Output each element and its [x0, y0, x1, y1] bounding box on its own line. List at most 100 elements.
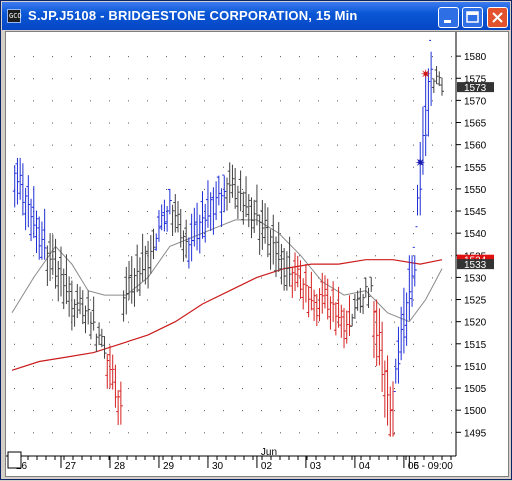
price-bar: [339, 304, 344, 338]
price-bar: [113, 364, 118, 408]
maximize-button[interactable]: [462, 7, 483, 28]
buy-signal-marker: [415, 157, 426, 168]
price-bar: [325, 278, 330, 320]
price-bar: [15, 157, 20, 205]
price-bar: [309, 271, 314, 311]
price-bar: [167, 188, 172, 215]
x-tick-label: 04: [359, 461, 371, 472]
price-bar: [18, 157, 23, 200]
x-tick-label: 30: [212, 461, 224, 472]
price-bar: [151, 228, 156, 260]
price-bar: [399, 306, 404, 361]
x-tick-label: 03: [310, 461, 322, 472]
price-bar: [197, 214, 202, 254]
price-bar: [374, 299, 379, 367]
price-bar: [322, 275, 327, 309]
price-bar: [342, 308, 347, 349]
price-bar: [290, 266, 295, 298]
price-bar: [86, 290, 91, 325]
price-bar: [396, 326, 401, 384]
y-tick-label: 1505: [464, 384, 487, 395]
price-bar: [75, 284, 80, 319]
price-bar: [333, 302, 338, 336]
price-bar: [366, 287, 371, 309]
x-tick-label: 6 - 09:00: [413, 461, 453, 472]
price-tag-label: 1573: [464, 83, 487, 94]
price-bar: [176, 201, 181, 233]
price-bar: [271, 214, 276, 265]
y-tick-label: 1570: [464, 96, 487, 107]
price-bar: [230, 164, 235, 198]
price-bar: [235, 185, 240, 219]
price-tag: 1533: [457, 259, 494, 271]
price-bar: [331, 281, 336, 322]
price-bar: [64, 254, 69, 305]
y-tick-label: 1545: [464, 207, 487, 218]
price-bar: [102, 336, 107, 359]
title-bar[interactable]: GCO S.JP.J5108 - BRIDGESTONE CORPORATION…: [2, 2, 510, 30]
x-tick-label: 27: [65, 461, 77, 472]
price-bar: [254, 184, 259, 226]
price-bar: [301, 278, 306, 310]
price-bar: [203, 203, 208, 243]
price-bar: [219, 188, 224, 227]
price-bar: [284, 251, 289, 291]
price-bar: [118, 381, 123, 425]
price-bar: [268, 229, 273, 270]
app-icon-label: GCO: [9, 12, 22, 20]
price-bar: [244, 176, 249, 218]
long-moving-average-line: [11, 259, 443, 371]
y-tick-label: 1550: [464, 185, 487, 196]
close-icon: [492, 12, 503, 23]
price-bar: [69, 280, 74, 331]
price-bar: [94, 333, 99, 353]
price-bar: [317, 288, 322, 322]
price-bar: [148, 235, 153, 274]
price-bar: [344, 310, 349, 344]
price-bar: [135, 244, 140, 293]
price-bar: [178, 208, 183, 248]
price-bar: [276, 222, 281, 272]
price-bar: [401, 287, 406, 354]
price-bar: [116, 390, 121, 426]
price-bar: [415, 184, 420, 228]
price-bar: [216, 175, 221, 206]
price-bar: [431, 78, 436, 94]
price-bar: [407, 255, 412, 321]
x-tick-label: 28: [114, 461, 126, 472]
price-bar: [186, 237, 191, 269]
price-bar: [37, 216, 42, 260]
y-tick-label: 1500: [464, 406, 487, 417]
price-tag-label: 1533: [464, 260, 487, 271]
chart-background: [6, 32, 508, 476]
price-bar: [88, 311, 93, 340]
x-tick-label: 05: [408, 461, 420, 472]
price-chart[interactable]: 1495150015051510151515201525153015351540…: [6, 32, 508, 476]
price-bar: [371, 301, 376, 359]
price-bar: [252, 199, 257, 233]
price-bar: [181, 230, 186, 262]
price-bar: [404, 292, 409, 346]
price-bar: [137, 257, 142, 297]
price-bar: [56, 260, 61, 302]
price-bar: [170, 204, 175, 237]
window-title: S.JP.J5108 - BRIDGESTONE CORPORATION, 15…: [28, 8, 358, 23]
price-bar: [241, 191, 246, 225]
price-bar: [162, 199, 167, 232]
price-bar: [42, 208, 47, 260]
minimize-button[interactable]: [438, 7, 459, 28]
app-icon[interactable]: GCO: [7, 9, 22, 23]
price-bar: [391, 381, 396, 437]
price-bars: [12, 39, 444, 437]
price-bar: [156, 210, 161, 242]
chart-area[interactable]: 1495150015051510151515201525153015351540…: [5, 31, 509, 477]
close-button[interactable]: [487, 7, 508, 28]
price-bar: [34, 210, 39, 253]
y-tick-label: 1580: [464, 52, 487, 63]
price-bar: [127, 261, 132, 300]
y-tick-label: 1540: [464, 229, 487, 240]
price-bar: [293, 252, 298, 291]
scroll-handle[interactable]: [7, 451, 22, 469]
price-bar: [437, 71, 442, 87]
price-bar: [83, 305, 88, 334]
